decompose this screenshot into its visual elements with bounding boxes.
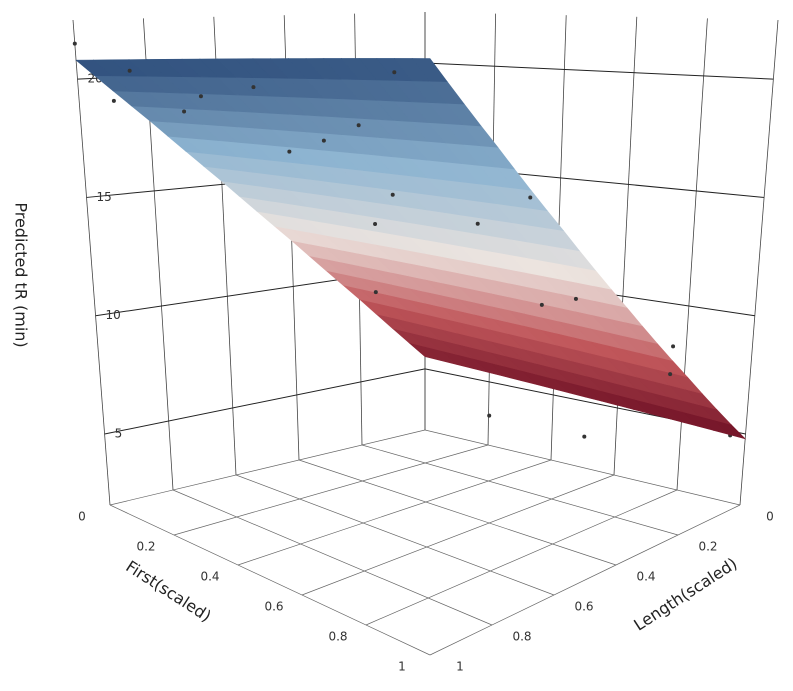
- data-point: [287, 149, 292, 154]
- z-tick-label: 5: [115, 427, 123, 441]
- y-tick-label: 0.2: [698, 540, 717, 554]
- data-point: [573, 296, 578, 301]
- x-tick-label: 0.8: [328, 630, 347, 644]
- data-point: [671, 344, 676, 349]
- y-tick-label: 0.8: [512, 630, 531, 644]
- y-tick-label: 1: [456, 660, 464, 674]
- z-tick-label: 15: [97, 190, 112, 204]
- floor-grid-line: [109, 504, 431, 656]
- data-point: [111, 98, 116, 103]
- data-point: [487, 413, 492, 418]
- y-axis-title: Length(scaled): [630, 554, 740, 635]
- wall-grid-line: [424, 62, 774, 80]
- data-point: [251, 85, 256, 90]
- y-tick-label: 0.6: [574, 600, 593, 614]
- x-axis-title: First(scaled): [122, 557, 214, 626]
- floor-grid-line: [424, 429, 741, 506]
- wall-grid-line: [739, 19, 779, 506]
- floor-grid-line: [109, 429, 426, 506]
- data-point: [668, 372, 673, 377]
- data-point: [528, 195, 533, 200]
- floor-grid-line: [361, 444, 679, 536]
- surface-cell: [411, 58, 448, 82]
- data-point: [475, 221, 480, 226]
- data-point: [373, 222, 378, 227]
- data-point: [198, 94, 203, 99]
- y-tick-label: 0.4: [636, 570, 655, 584]
- floor-grid-line: [173, 444, 489, 536]
- z-tick-label: 10: [106, 308, 121, 322]
- floor-grid-line: [172, 489, 493, 626]
- data-point: [127, 68, 132, 73]
- x-tick-label: 0.4: [200, 570, 219, 584]
- data-point: [390, 192, 395, 197]
- x-tick-label: 0: [78, 510, 86, 524]
- x-tick-label: 0.6: [264, 600, 283, 614]
- y-tick-label: 0: [766, 510, 774, 524]
- floor-grid-line: [235, 474, 555, 596]
- data-point: [356, 123, 361, 128]
- data-point: [392, 70, 397, 75]
- data-point: [373, 290, 378, 295]
- data-point: [182, 109, 187, 114]
- wall-grid-line: [72, 19, 111, 506]
- wall-grid-line: [104, 368, 426, 435]
- floor-grid-line: [365, 489, 678, 626]
- data-point: [72, 41, 77, 46]
- data-point: [582, 434, 587, 439]
- floor-grid-line: [237, 459, 552, 566]
- floor-grid-line: [298, 459, 617, 566]
- x-tick-label: 1: [398, 660, 406, 674]
- x-tick-label: 0.2: [136, 540, 155, 554]
- data-point: [321, 138, 326, 143]
- data-point: [539, 302, 544, 307]
- floor-grid-line: [429, 504, 741, 656]
- z-axis-title: Predicted tR (min): [12, 202, 31, 347]
- floor-grid-line: [301, 474, 615, 596]
